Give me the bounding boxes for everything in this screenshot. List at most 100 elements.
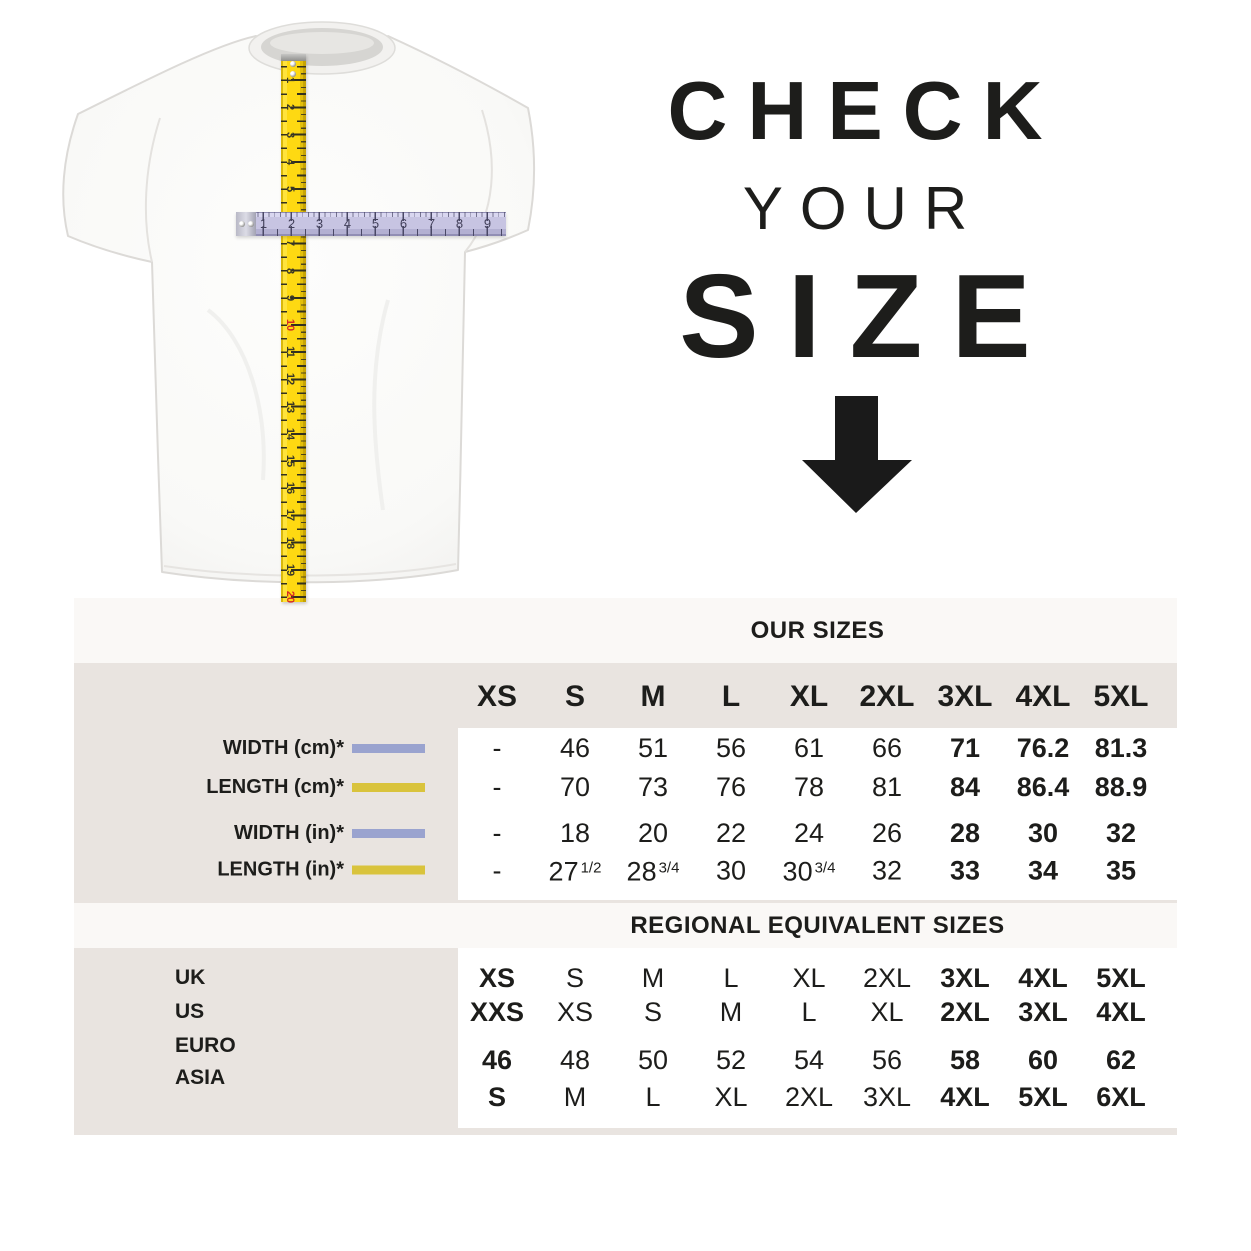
color-swatch (352, 865, 425, 875)
ruler-metal-tip (236, 212, 256, 236)
headline-your: YOUR (742, 175, 985, 242)
regional-data-background (458, 948, 1177, 1128)
size-cell: 6XL (1096, 1082, 1146, 1112)
tape-number: 10 (284, 318, 296, 332)
size-cell: 32 (871, 855, 903, 885)
size-cell: - (492, 818, 502, 848)
region-label: US (175, 1000, 205, 1023)
measurement-label-cell: LENGTH (cm)* (74, 776, 458, 799)
tape-rivet (290, 61, 296, 67)
tape-number: 13 (284, 400, 296, 413)
size-cell: 73 (637, 772, 669, 802)
region-label: ASIA (175, 1066, 226, 1089)
tape-number: 16 (284, 482, 296, 495)
regional-row: XS S M L XL 2XL 3XL 4XL 5XL (458, 962, 1160, 994)
size-column-header: 3XL (937, 680, 993, 713)
our-sizes-title: OUR SIZES (750, 616, 885, 644)
measurement-label-cell: WIDTH (in)* (74, 822, 458, 845)
size-cell: 56 (715, 733, 747, 763)
size-cell: 61 (793, 733, 825, 763)
our-sizes-band: OUR SIZES (74, 598, 1177, 663)
tape-number: 5 (284, 185, 296, 193)
ruler-ticks (236, 212, 506, 236)
headline-check: CHECK (667, 64, 1063, 157)
regional-row: 46 48 50 52 54 56 58 60 62 (458, 1044, 1160, 1076)
size-cell: 58 (949, 1045, 981, 1075)
tape-number: 19 (284, 563, 296, 576)
measurement-label-cell: WIDTH (cm)* (74, 737, 458, 760)
ruler-number: 2 (287, 216, 296, 231)
tape-metal-tip (281, 54, 306, 61)
size-cell: 84 (949, 772, 981, 802)
regional-band: REGIONAL EQUIVALENT SIZES (74, 903, 1177, 948)
measurement-row: LENGTH (cm)* - 70 73 76 78 81 84 86.4 88.9 (74, 771, 1177, 803)
size-cell: L (645, 1082, 661, 1112)
tshirt-drawing (62, 21, 535, 584)
size-cell: 2XL (784, 1082, 834, 1112)
size-cell: 30 (1027, 818, 1059, 848)
tape-number: 14 (284, 427, 296, 440)
size-cell: 48 (559, 1045, 591, 1075)
region-label: UK (175, 966, 206, 989)
size-cell: 52 (715, 1045, 747, 1075)
size-cell: S (565, 963, 584, 993)
fraction: 1/2 (580, 859, 602, 877)
size-cell: 24 (793, 818, 825, 848)
tape-number: 11 (284, 346, 296, 358)
size-cell: 70 (559, 772, 591, 802)
tape-number: 8 (284, 267, 296, 274)
color-swatch (352, 782, 425, 792)
color-swatch (352, 743, 425, 753)
size-cell: 3XL (940, 963, 990, 993)
size-cell: 4XL (940, 1082, 990, 1112)
tape-number: 4 (284, 158, 296, 165)
size-cell: 22 (715, 818, 747, 848)
size-column-header: XS (476, 680, 518, 713)
tape-number: 18 (284, 536, 296, 549)
row-label: WIDTH (cm)* (222, 736, 344, 759)
size-cell: M (563, 1082, 587, 1112)
size-cell: 62 (1105, 1045, 1137, 1075)
size-cell: - (492, 733, 502, 763)
tape-number: 20 (284, 590, 296, 604)
size-cell: 5XL (1018, 1082, 1068, 1112)
size-column-header: 5XL (1093, 680, 1149, 713)
size-cell: 66 (871, 733, 903, 763)
size-cell: 28 (949, 818, 981, 848)
measurement-row: LENGTH (in)* - 27 1/2 28 3/4 30 30 3/4 32 33 34 35 (74, 853, 1177, 888)
size-cell: 86.4 (1016, 772, 1070, 802)
row-label: LENGTH (in)* (217, 858, 344, 881)
tape-number: 12 (284, 373, 296, 386)
size-cell: L (801, 997, 817, 1027)
size-cell: 30 3/4 (782, 856, 836, 887)
headline: CHECK YOUR SIZE (615, 64, 1095, 377)
size-cell: L (723, 963, 739, 993)
size-cell: 27 1/2 (548, 856, 602, 887)
tape-number: 7 (284, 240, 296, 247)
horizontal-measuring-ruler: 1 2 3 4 5 6 7 8 9 (236, 212, 506, 236)
tape-ticks (281, 54, 306, 602)
size-cell: 56 (871, 1045, 903, 1075)
size-cell: S (487, 1082, 506, 1112)
size-cell: 3XL (1018, 997, 1068, 1027)
ruler-rivet (239, 221, 245, 227)
tape-number: 17 (284, 509, 296, 522)
size-cell: XL (870, 997, 904, 1027)
size-cell: 4XL (1018, 963, 1068, 993)
fraction: 3/4 (814, 859, 836, 877)
tape-number: 9 (284, 294, 296, 301)
row-label: LENGTH (cm)* (206, 775, 344, 798)
vertical-measuring-tape: 1234567891011121314151617181920 (281, 54, 306, 604)
size-cell: 81.3 (1094, 733, 1148, 763)
size-cell: 71 (949, 733, 981, 763)
size-cell: 26 (871, 818, 903, 848)
size-cell: 35 (1105, 855, 1137, 885)
size-cell: XL (714, 1082, 748, 1112)
size-column-header: L (721, 680, 741, 713)
regional-row: S M L XL 2XL 3XL 4XL 5XL 6XL (458, 1081, 1160, 1113)
size-cell: 60 (1027, 1045, 1059, 1075)
size-cell: 81 (871, 772, 903, 802)
row-label: WIDTH (in)* (234, 821, 344, 844)
size-cell: 2XL (862, 963, 912, 993)
